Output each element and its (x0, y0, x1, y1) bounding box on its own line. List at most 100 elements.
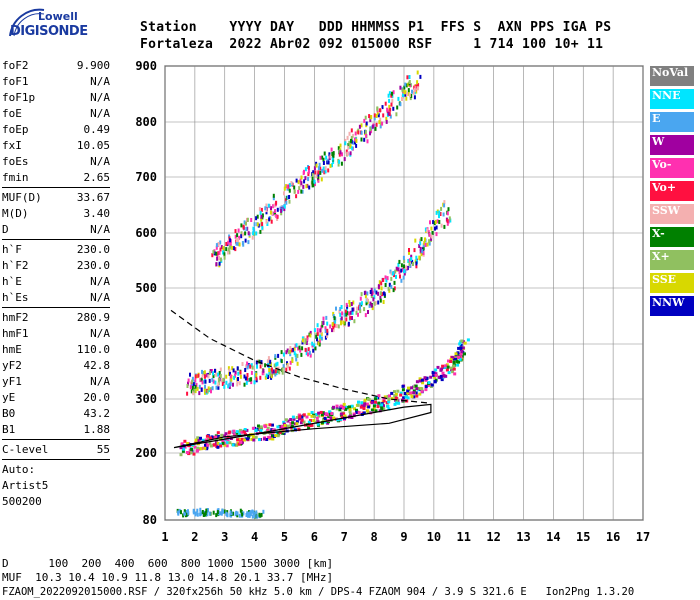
echo-dot (386, 107, 389, 112)
echo-dot (200, 511, 203, 516)
echo-dot (319, 155, 322, 160)
echo-dot (215, 243, 218, 248)
echo-dot (466, 338, 470, 342)
param-row: fxI 10.05 (2, 138, 110, 154)
echo-dot (220, 257, 222, 262)
echo-dot (294, 353, 297, 358)
param-value: 110.0 (76, 343, 110, 356)
echo-dot (214, 440, 218, 444)
echo-dot (348, 408, 352, 412)
x-tick-label: 8 (371, 530, 378, 544)
echo-dot (419, 246, 422, 251)
echo-dot (228, 441, 232, 445)
param-separator (2, 239, 110, 240)
echo-dot (208, 442, 212, 446)
echo-dot (362, 407, 366, 410)
echo-dot (303, 336, 306, 341)
echo-dot (326, 321, 329, 326)
echo-dot (246, 373, 249, 377)
echo-dot (243, 374, 246, 379)
echo-dot (247, 378, 250, 383)
echo-dot (191, 379, 194, 384)
echo-dot (376, 107, 379, 112)
echo-dot (415, 387, 419, 391)
echo-dot (217, 372, 220, 377)
echo-dot (331, 328, 333, 333)
echo-dot (323, 151, 326, 156)
echo-dot (307, 412, 311, 416)
x-tick-label: 5 (281, 530, 288, 544)
echo-dot (228, 430, 232, 434)
echo-dot (241, 241, 244, 245)
echo-dot (238, 242, 241, 247)
echo-dot (350, 404, 354, 408)
echo-dot (265, 219, 268, 224)
echo-dot (276, 207, 279, 212)
echo-dot (227, 366, 230, 371)
echo-dot (381, 292, 383, 297)
echo-dot (302, 420, 306, 424)
echo-dot (405, 265, 408, 270)
param-value: 230.0 (76, 243, 110, 256)
echo-dot (237, 238, 240, 243)
echo-dot (408, 250, 410, 255)
echo-dot (196, 374, 199, 379)
echo-dot (418, 244, 421, 248)
echo-dot (241, 440, 244, 444)
echo-dot (220, 245, 223, 250)
x-tick-label: 14 (546, 530, 560, 544)
echo-dot (413, 88, 416, 92)
echo-dot (408, 80, 411, 84)
echo-dot (236, 511, 239, 516)
echo-dot (402, 93, 404, 98)
echo-dot (413, 248, 416, 253)
echo-dot (360, 301, 363, 306)
echo-dot (316, 323, 319, 328)
echo-dot (281, 424, 285, 428)
echo-dot (293, 351, 296, 356)
echo-dot (391, 93, 394, 98)
echo-dot (418, 392, 422, 396)
echo-dot (206, 389, 209, 394)
echo-dot (301, 189, 304, 194)
logo-arc-icon (9, 8, 45, 37)
echo-dot (367, 405, 371, 409)
echo-dot (345, 149, 348, 154)
echo-dot (238, 432, 242, 436)
echo-dot (403, 264, 405, 269)
param-value: 42.8 (83, 359, 111, 372)
echo-dot (368, 303, 371, 308)
param-row: yF1 N/A (2, 374, 110, 390)
echo-dot (386, 404, 390, 408)
y-tick-label: 700 (135, 170, 157, 184)
echo-dot (331, 156, 334, 161)
echo-dot (339, 404, 343, 408)
echo-dot (374, 126, 377, 131)
echo-dot (305, 341, 308, 345)
echo-dot (280, 211, 283, 216)
echo-dot (215, 251, 218, 256)
echo-dot (216, 445, 220, 449)
echo-dot (254, 435, 258, 439)
echo-dot (406, 391, 410, 395)
echo-dot (233, 375, 236, 380)
echo-dot (250, 218, 253, 222)
echo-dot (199, 436, 202, 440)
echo-dot (253, 222, 256, 227)
echo-dot (242, 225, 245, 230)
echo-dot (387, 400, 391, 404)
param-row: h`E N/A (2, 274, 110, 290)
echo-dot (410, 257, 413, 262)
echo-dot (427, 381, 431, 385)
echo-dot (329, 154, 332, 159)
echo-dot (458, 357, 462, 361)
echo-dot (258, 438, 261, 442)
echo-dot (393, 390, 396, 394)
echo-dot (387, 111, 390, 116)
echo-dot (251, 235, 254, 240)
echo-dot (412, 90, 415, 95)
echo-dot (424, 243, 427, 247)
echo-dot (237, 242, 240, 247)
echo-dot (275, 214, 278, 219)
echo-dot (288, 349, 290, 354)
